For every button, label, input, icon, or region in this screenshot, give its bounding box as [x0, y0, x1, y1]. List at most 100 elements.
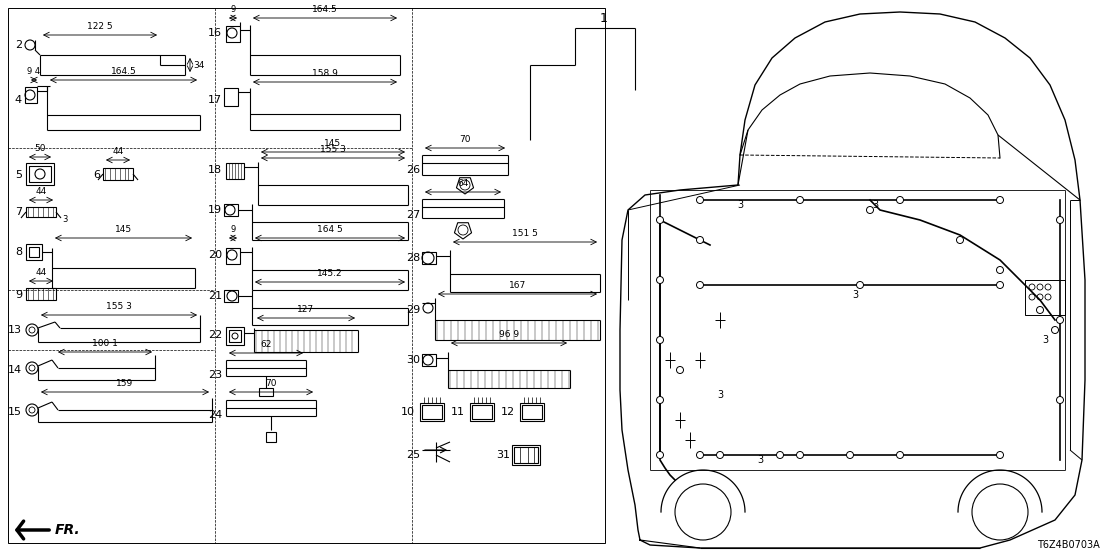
Text: 27: 27: [406, 210, 420, 220]
Text: 62: 62: [260, 340, 271, 349]
Bar: [420, 403, 444, 421]
Bar: [422, 252, 437, 264]
Circle shape: [697, 237, 704, 244]
Circle shape: [896, 452, 903, 459]
Text: 44: 44: [35, 187, 47, 196]
Text: 34: 34: [193, 60, 204, 69]
Bar: [226, 327, 244, 345]
Text: 24: 24: [208, 410, 222, 420]
Text: 28: 28: [406, 253, 420, 263]
Circle shape: [1057, 397, 1064, 403]
Circle shape: [956, 237, 964, 244]
Bar: [470, 403, 494, 421]
Text: 9: 9: [230, 5, 236, 14]
Bar: [224, 204, 238, 216]
Bar: [25, 87, 37, 103]
Text: 3: 3: [852, 290, 858, 300]
Text: 122 5: 122 5: [88, 22, 113, 31]
Text: 3: 3: [757, 455, 763, 465]
Text: 16: 16: [208, 28, 222, 38]
Text: 44: 44: [112, 147, 124, 156]
Text: 127: 127: [297, 305, 315, 314]
Circle shape: [677, 367, 684, 373]
Text: 31: 31: [496, 450, 510, 460]
Text: 2: 2: [14, 40, 22, 50]
Text: 7: 7: [14, 207, 22, 217]
Text: 22: 22: [208, 330, 222, 340]
Text: 50: 50: [34, 144, 45, 153]
Bar: [226, 248, 240, 264]
Text: 3: 3: [737, 200, 743, 210]
Bar: [29, 166, 51, 182]
Bar: [520, 403, 544, 421]
Text: 3: 3: [872, 200, 878, 210]
Text: 70: 70: [265, 379, 277, 388]
Text: 14: 14: [8, 365, 22, 375]
Text: 12: 12: [501, 407, 515, 417]
Bar: [224, 290, 238, 302]
Text: 26: 26: [406, 165, 420, 175]
Circle shape: [856, 281, 863, 289]
Bar: [422, 405, 442, 419]
Circle shape: [847, 452, 853, 459]
Text: 23: 23: [208, 370, 222, 380]
Text: 20: 20: [208, 250, 222, 260]
Bar: [422, 354, 437, 366]
Text: 25: 25: [406, 450, 420, 460]
Text: 44: 44: [35, 268, 47, 277]
Text: T6Z4B0703A: T6Z4B0703A: [1037, 540, 1100, 550]
Bar: [226, 163, 244, 179]
Bar: [472, 405, 492, 419]
Text: 100 1: 100 1: [92, 339, 117, 348]
Text: 155 3: 155 3: [320, 145, 346, 154]
Text: 1: 1: [601, 12, 608, 24]
Bar: [8, 8, 605, 543]
Bar: [1025, 280, 1065, 315]
Text: 151 5: 151 5: [512, 229, 538, 238]
Circle shape: [996, 266, 1004, 274]
Circle shape: [996, 452, 1004, 459]
Text: 30: 30: [406, 355, 420, 365]
Text: 164.5: 164.5: [312, 5, 338, 14]
Circle shape: [777, 452, 783, 459]
Bar: [226, 26, 240, 42]
Circle shape: [657, 336, 664, 343]
Bar: [25, 244, 42, 260]
Circle shape: [717, 452, 724, 459]
Text: 167: 167: [509, 281, 526, 290]
Bar: [224, 88, 238, 106]
Text: 9 4: 9 4: [28, 67, 41, 76]
Circle shape: [697, 197, 704, 203]
Bar: [25, 288, 57, 300]
Text: 3: 3: [1042, 335, 1048, 345]
Text: 158 9: 158 9: [312, 69, 338, 78]
Text: 8: 8: [14, 247, 22, 257]
Text: 15: 15: [8, 407, 22, 417]
Circle shape: [657, 217, 664, 223]
Circle shape: [1057, 217, 1064, 223]
Circle shape: [866, 207, 873, 213]
Bar: [229, 330, 242, 342]
Text: 164.5: 164.5: [111, 67, 136, 76]
Circle shape: [797, 452, 803, 459]
Text: 21: 21: [208, 291, 222, 301]
Text: 3: 3: [717, 390, 724, 400]
Text: 29: 29: [406, 305, 420, 315]
Circle shape: [1057, 316, 1064, 324]
Text: 4: 4: [14, 95, 22, 105]
Text: 96 9: 96 9: [499, 330, 519, 339]
Text: 70: 70: [459, 135, 471, 144]
Circle shape: [1051, 326, 1058, 334]
Circle shape: [697, 452, 704, 459]
Text: 3: 3: [62, 216, 68, 224]
Text: 6: 6: [93, 170, 100, 180]
Circle shape: [657, 452, 664, 459]
Text: 19: 19: [208, 205, 222, 215]
Circle shape: [996, 197, 1004, 203]
Text: 145: 145: [325, 139, 341, 148]
Text: 13: 13: [8, 325, 22, 335]
Text: 155 3: 155 3: [106, 302, 132, 311]
Text: 10: 10: [401, 407, 416, 417]
Text: 5: 5: [16, 170, 22, 180]
Circle shape: [896, 197, 903, 203]
